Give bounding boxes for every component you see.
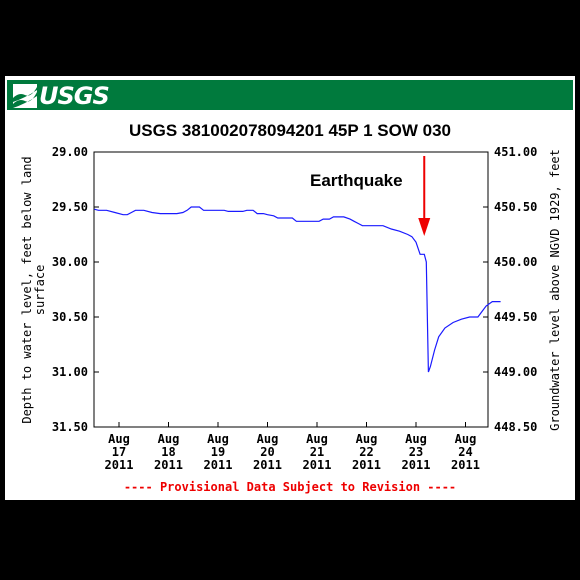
- x-tick-label: 23: [409, 445, 423, 459]
- x-tick-label: Aug: [257, 432, 279, 446]
- x-tick-label: Aug: [356, 432, 378, 446]
- usgs-banner: USGS: [5, 76, 575, 114]
- left-tick-label: 31.00: [52, 365, 88, 379]
- banner-background: USGS: [7, 80, 573, 110]
- right-tick-label: 449.00: [494, 365, 537, 379]
- usgs-logo: USGS: [13, 82, 110, 110]
- right-tick-label: 450.50: [494, 200, 537, 214]
- x-axis: Aug172011Aug182011Aug192011Aug202011Aug2…: [105, 422, 480, 472]
- left-axis: 29.00 29.50 30.00 30.50 31.00 31.50: [52, 145, 99, 434]
- left-tick-label: 30.50: [52, 310, 88, 324]
- x-tick-label: 2011: [352, 458, 381, 472]
- x-tick-label: 19: [211, 445, 225, 459]
- chart-title: USGS 381002078094201 45P 1 SOW 030: [129, 121, 451, 140]
- left-tick-label: 31.50: [52, 420, 88, 434]
- x-tick-label: 2011: [204, 458, 233, 472]
- left-axis-label-line1: Depth to water level, feet below land: [20, 156, 34, 423]
- series-layer: [94, 206, 501, 373]
- right-axis: 451.00 450.50 450.00 449.50 449.00 448.50: [483, 145, 537, 434]
- x-tick-label: 2011: [402, 458, 431, 472]
- x-tick-label: 18: [161, 445, 175, 459]
- x-tick-label: Aug: [158, 432, 180, 446]
- provisional-data-note: ---- Provisional Data Subject to Revisio…: [124, 480, 456, 494]
- left-axis-label-line2: surface: [33, 265, 47, 316]
- left-axis-label-group: Depth to water level, feet below land su…: [20, 156, 47, 423]
- right-tick-label: 451.00: [494, 145, 537, 159]
- x-tick-label: 2011: [451, 458, 480, 472]
- x-tick-label: 2011: [105, 458, 134, 472]
- right-axis-label: Groundwater level above NGVD 1929, feet: [548, 149, 562, 431]
- usgs-logo-text: USGS: [39, 82, 110, 110]
- plot-area: [93, 151, 489, 428]
- hydrograph-chart: USGS 381002078094201 45P 1 SOW 030 29.00…: [20, 121, 562, 494]
- earthquake-annotation: Earthquake: [310, 171, 403, 190]
- x-tick-label: 2011: [253, 458, 282, 472]
- right-tick-label: 449.50: [494, 310, 537, 324]
- x-tick-label: Aug: [306, 432, 328, 446]
- x-tick-label: Aug: [455, 432, 477, 446]
- left-tick-label: 29.00: [52, 145, 88, 159]
- x-tick-label: 21: [310, 445, 324, 459]
- x-tick-label: 24: [458, 445, 472, 459]
- left-tick-label: 29.50: [52, 200, 88, 214]
- x-tick-label: Aug: [108, 432, 130, 446]
- chart-panel: USGS 381002078094201 45P 1 SOW 030 29.00…: [5, 114, 575, 500]
- x-tick-label: 20: [260, 445, 274, 459]
- earthquake-arrow-head: [418, 218, 431, 236]
- left-tick-label: 30.00: [52, 255, 88, 269]
- water-level-line: [94, 206, 501, 373]
- right-axis-label-group: Groundwater level above NGVD 1929, feet: [548, 149, 562, 431]
- x-tick-label: 2011: [303, 458, 332, 472]
- x-tick-label: 17: [112, 445, 126, 459]
- usgs-wave-icon: [13, 84, 37, 108]
- x-tick-label: 22: [359, 445, 373, 459]
- right-tick-label: 448.50: [494, 420, 537, 434]
- right-tick-label: 450.00: [494, 255, 537, 269]
- x-tick-label: Aug: [207, 432, 229, 446]
- x-tick-label: 2011: [154, 458, 183, 472]
- x-tick-label: Aug: [405, 432, 427, 446]
